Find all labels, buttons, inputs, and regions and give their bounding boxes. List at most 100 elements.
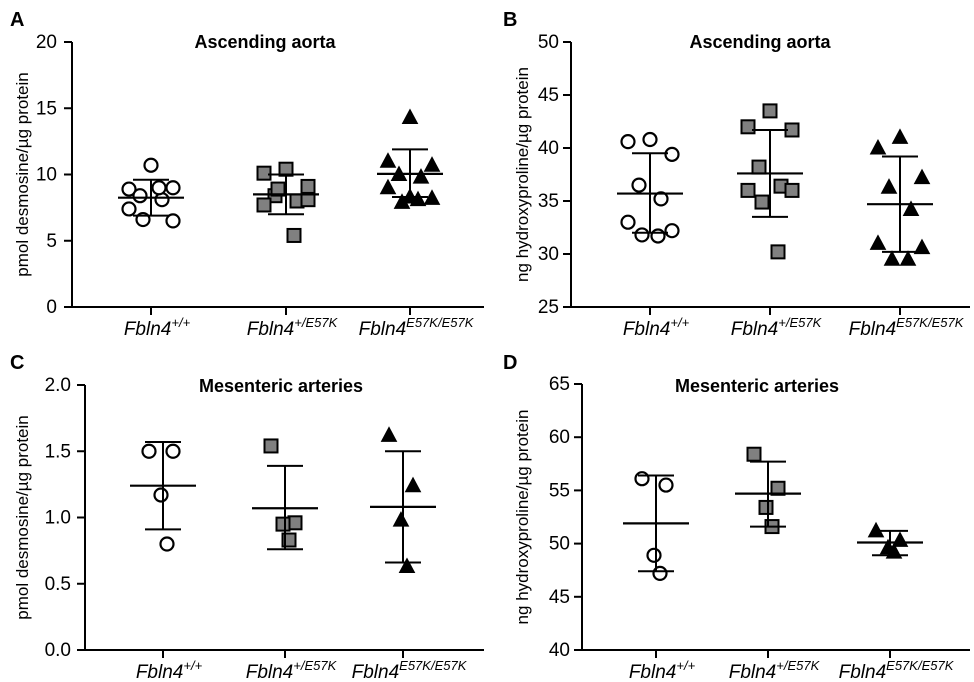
- data-point: [891, 531, 909, 547]
- y-axis-label: ng hydroxyproline/µg protein: [513, 410, 532, 625]
- x-tick-label: Fbln4+/E57K: [246, 658, 338, 682]
- data-point: [423, 189, 441, 205]
- panel-label: A: [10, 9, 24, 31]
- series-2: [253, 161, 319, 243]
- data-point: [121, 201, 137, 217]
- data-point: [379, 152, 397, 168]
- y-tick-label: 25: [538, 297, 559, 318]
- y-tick-label: 10: [36, 165, 57, 186]
- x-tick-label: Fbln4+/E57K: [731, 315, 823, 340]
- x-tick-label: Fbln4+/+: [629, 658, 696, 682]
- x-tick-label: Fbln4E57K/E57K: [849, 315, 965, 340]
- data-point: [165, 180, 181, 196]
- data-point: [869, 234, 887, 250]
- panel-A: A Ascending aorta pmol desmosine/µg protei…: [10, 9, 484, 340]
- data-point: [151, 180, 167, 196]
- data-point: [899, 250, 917, 266]
- data-point: [141, 443, 157, 459]
- data-point: [121, 181, 137, 197]
- data-point: [300, 178, 316, 194]
- data-point: [392, 511, 410, 527]
- y-axis-label: ng hydroxyproline/µg protein: [513, 67, 532, 282]
- data-point: [913, 238, 931, 255]
- data-point: [401, 108, 419, 125]
- data-point: [770, 480, 786, 496]
- y-tick-label: 2.0: [45, 375, 71, 396]
- series-1: [130, 440, 196, 552]
- y-tick-label: 20: [36, 32, 57, 53]
- series-3: [370, 426, 436, 574]
- x-tick-label: Fbln4+/+: [136, 658, 203, 682]
- series-1: [623, 471, 689, 581]
- panel-label: D: [503, 352, 517, 374]
- data-point: [746, 446, 762, 462]
- series-1: [617, 131, 683, 244]
- data-point: [658, 477, 674, 493]
- y-tick-label: 30: [538, 244, 559, 265]
- data-point: [165, 443, 181, 459]
- data-point: [664, 146, 680, 162]
- data-point: [902, 200, 920, 216]
- x-tick-label: Fbln4E57K/E57K: [839, 658, 955, 682]
- x-tick-label: Fbln4E57K/E57K: [352, 658, 468, 682]
- data-point: [275, 516, 291, 532]
- data-point: [132, 188, 148, 204]
- data-point: [653, 191, 669, 207]
- data-point: [664, 223, 680, 239]
- y-tick-label: 1.0: [45, 508, 71, 529]
- data-point: [754, 194, 770, 210]
- data-point: [263, 438, 279, 454]
- data-point: [143, 157, 159, 173]
- data-point: [631, 177, 647, 193]
- y-tick-label: 1.5: [45, 441, 71, 462]
- y-tick-label: 40: [538, 138, 559, 159]
- data-point: [256, 197, 272, 213]
- data-point: [642, 131, 658, 148]
- series-3: [377, 108, 443, 209]
- data-point: [762, 103, 778, 119]
- series-3: [857, 521, 923, 559]
- y-tick-label: 40: [549, 640, 570, 661]
- data-point: [398, 557, 416, 574]
- series-2: [737, 103, 803, 260]
- y-tick-label: 60: [549, 427, 570, 448]
- panel-label: B: [503, 9, 517, 31]
- data-point: [758, 499, 774, 515]
- y-tick-label: 0.0: [45, 640, 71, 661]
- chart-title: Ascending aorta: [194, 32, 336, 52]
- y-tick-label: 0: [46, 297, 57, 318]
- chart-title: Mesenteric arteries: [675, 376, 839, 396]
- data-point: [891, 128, 909, 144]
- panel-D: D Mesenteric arteries ng hydroxyproline/µg…: [503, 352, 970, 682]
- y-tick-label: 50: [549, 534, 570, 555]
- chart-title: Ascending aorta: [689, 32, 831, 52]
- series-3: [867, 128, 933, 266]
- y-tick-label: 45: [538, 85, 559, 106]
- data-point: [913, 168, 931, 185]
- data-point: [880, 178, 898, 194]
- panel-B: B Ascending aorta ng hydroxyproline/µg pro…: [503, 9, 970, 340]
- data-point: [159, 536, 175, 552]
- series-1: [118, 157, 184, 229]
- y-tick-label: 50: [538, 32, 559, 53]
- data-point: [379, 178, 397, 195]
- data-point: [286, 227, 302, 243]
- x-tick-label: Fbln4+/E57K: [247, 315, 339, 340]
- data-point: [300, 192, 316, 208]
- x-tick-label: Fbln4+/+: [623, 315, 690, 340]
- data-point: [256, 165, 272, 181]
- data-point: [770, 244, 786, 260]
- data-point: [404, 476, 422, 493]
- y-axis-label: pmol desmosine/µg protein: [13, 72, 32, 276]
- y-axis-label: pmol desmosine/µg protein: [13, 415, 32, 619]
- y-tick-label: 15: [36, 98, 57, 119]
- data-point: [620, 134, 636, 150]
- x-tick-label: Fbln4+/+: [124, 315, 191, 340]
- data-point: [740, 119, 756, 135]
- y-tick-label: 35: [538, 191, 559, 212]
- chart-title: Mesenteric arteries: [199, 376, 363, 396]
- data-point: [153, 487, 169, 503]
- data-point: [751, 159, 767, 175]
- data-point: [412, 168, 430, 184]
- data-point: [380, 426, 398, 442]
